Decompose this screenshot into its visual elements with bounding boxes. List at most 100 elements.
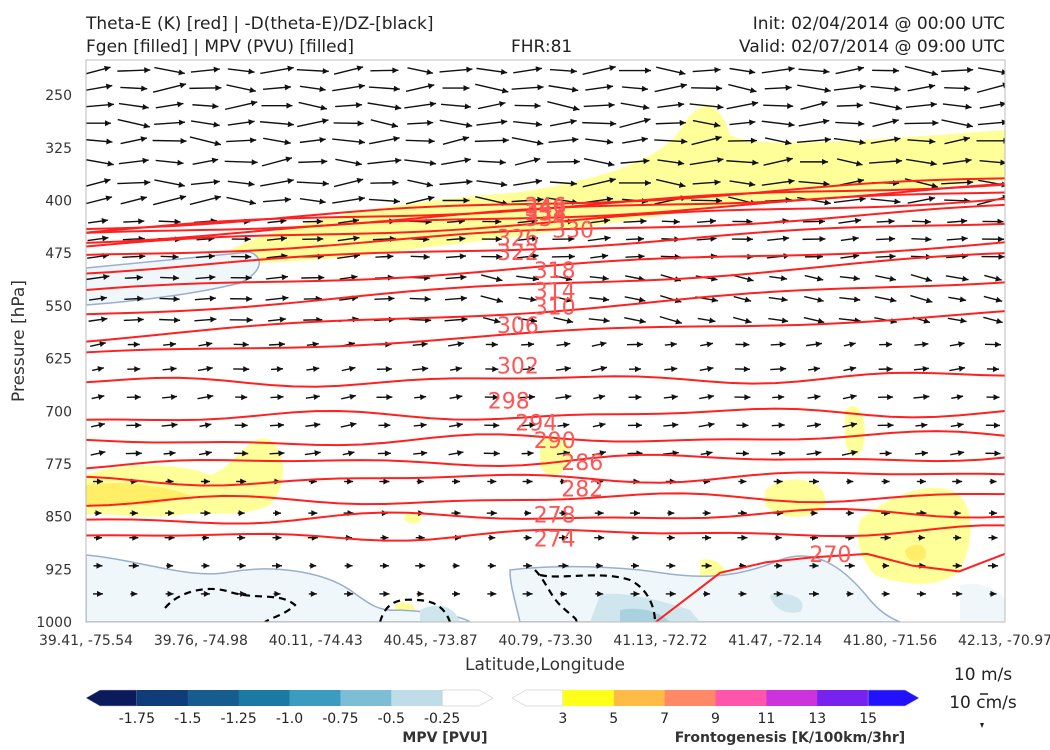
wind-vector: [845, 510, 854, 517]
wind-vector: [833, 83, 866, 91]
wind-vector: [337, 235, 360, 242]
wind-vector: [416, 478, 424, 485]
title-left-2: Fgen [filled] | MPV (PVU) [filled]: [86, 37, 355, 57]
wind-vector: [128, 562, 139, 569]
wind-vector: [950, 422, 964, 429]
wind-vector: [342, 450, 355, 457]
wind-vector: [761, 178, 795, 186]
wind-vector: [200, 478, 210, 485]
wind-vector: [237, 510, 245, 517]
wind-vector: [332, 138, 366, 145]
wind-vector: [798, 68, 830, 75]
wind-vector: [842, 422, 858, 428]
wind-vector: [415, 562, 426, 569]
wind-vector: [773, 590, 783, 597]
wind-vector: [375, 253, 394, 260]
wind-vector: [583, 102, 615, 109]
wind-vector: [988, 562, 998, 569]
wind-vector: [273, 510, 281, 517]
wind-vector: [267, 218, 287, 225]
wind-vector: [165, 510, 175, 517]
wind-vector: [376, 366, 392, 373]
wind-vector: [949, 365, 966, 372]
wind-vector: [591, 341, 607, 348]
wind-vector: [941, 119, 973, 129]
wind-vector: [519, 422, 536, 429]
wind-vector: [735, 450, 749, 457]
wind-vector: [125, 450, 142, 457]
wind-vector: [485, 366, 499, 373]
wind-vector: [763, 156, 793, 166]
wind-vector: [90, 450, 106, 457]
stability-contour: [378, 598, 452, 622]
wind-vector: [838, 217, 862, 224]
wind-vector: [483, 450, 500, 457]
wind-vector: [452, 478, 460, 485]
wind-vector: [482, 316, 501, 324]
wind-vector: [631, 562, 639, 569]
wind-vector: [774, 562, 783, 569]
wind-vector: [944, 136, 971, 145]
wind-vector: [86, 138, 113, 145]
wind-vector: [983, 316, 1003, 324]
wind-vector: [86, 159, 114, 167]
wind-vector: [771, 450, 786, 457]
theta-e-contour: [86, 310, 1005, 354]
plot-frame: [85, 59, 1006, 623]
wind-vector: [265, 295, 289, 302]
wind-vector: [946, 235, 968, 242]
wind-vector: [380, 534, 389, 541]
wind-vector: [657, 101, 685, 109]
wind-vector: [190, 179, 220, 186]
wind-vector: [123, 218, 145, 225]
wind-vector: [163, 450, 176, 457]
wind-vector: [296, 68, 329, 75]
wind-vector: [559, 478, 567, 485]
theta-e-contour: [86, 197, 1005, 248]
theta-e-contour: [86, 471, 1005, 487]
theta-e-label: 318: [534, 259, 576, 284]
wind-vector: [159, 317, 181, 324]
wind-vector: [192, 157, 219, 166]
wind-vector: [86, 83, 113, 91]
wind-vector: [698, 421, 715, 428]
wind-vector: [166, 562, 174, 569]
colorbar-segment: [664, 690, 716, 706]
wind-vector: [625, 253, 645, 260]
theta-e-label: 314: [534, 279, 576, 304]
wind-vector: [305, 394, 320, 401]
wind-vector: [952, 590, 963, 597]
wind-vector: [842, 394, 857, 400]
wind-vector: [513, 66, 543, 74]
wind-vector: [367, 157, 402, 165]
wind-vector: [445, 274, 467, 281]
wind-vector: [904, 120, 939, 127]
wind-vector: [518, 317, 538, 324]
wind-vector: [914, 450, 928, 457]
colorbar-tick-label: 15: [859, 711, 877, 727]
wind-vector: [374, 295, 395, 302]
wind-vector: [439, 119, 473, 129]
wind-vector: [624, 317, 646, 324]
stability-contour: [164, 587, 297, 622]
wind-vector: [198, 341, 213, 348]
wind-vector: [158, 218, 181, 225]
colorbar-tick-label: -1.75: [119, 711, 155, 727]
wind-vector: [305, 422, 321, 429]
wind-vector: [332, 83, 366, 92]
wind-vector: [511, 137, 544, 146]
wind-vector: [589, 296, 610, 303]
wind-vector: [985, 422, 1001, 429]
wind-vector: [761, 66, 795, 74]
wind-vector: [840, 235, 859, 242]
wind-vector: [91, 422, 105, 429]
x-tick-label: 40.45, -73.87: [384, 633, 478, 649]
wind-vector: [984, 274, 1002, 282]
colorbar-tick-label: 13: [808, 711, 826, 727]
wind-vector: [260, 178, 294, 187]
wind-vector: [875, 275, 897, 282]
wind-vector: [737, 534, 748, 541]
wind-vector: [227, 68, 255, 75]
wind-vector: [162, 394, 178, 401]
wind-vector: [905, 101, 937, 108]
